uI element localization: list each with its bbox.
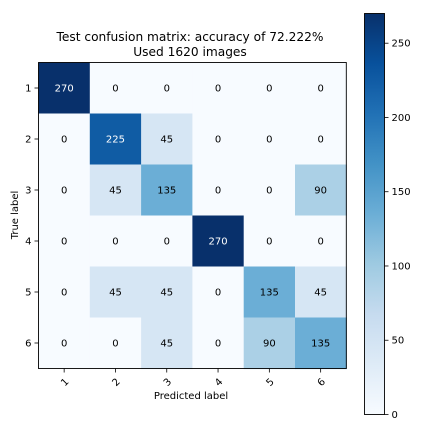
- chart-subtitle: Used 1620 images: [133, 45, 247, 59]
- heatmap-cell: [141, 215, 193, 268]
- cell-value-label: 0: [61, 237, 67, 248]
- cell-value-label: 0: [317, 84, 323, 95]
- heatmap-cell: [38, 266, 91, 319]
- heatmap-cell: [295, 62, 347, 115]
- y-tick-label: 6: [25, 339, 31, 350]
- y-tick-label: 4: [25, 237, 31, 248]
- heatmap-cell: [89, 113, 142, 166]
- cell-value-label: 45: [160, 339, 173, 350]
- heatmap-cells: [38, 62, 347, 370]
- heatmap-cell: [141, 317, 193, 370]
- cell-value-label: 135: [311, 339, 330, 350]
- plot-frame: [38, 62, 347, 369]
- heatmap-cell: [243, 317, 296, 370]
- colorbar-frame: [364, 13, 385, 415]
- heatmap-cell: [141, 113, 193, 166]
- y-tick-label: 5: [25, 288, 31, 299]
- cell-value-label: 0: [61, 288, 67, 299]
- cell-value-label: 225: [106, 135, 125, 146]
- heatmap-cell: [192, 62, 245, 115]
- heatmap-cell: [295, 164, 347, 217]
- cell-value-label: 135: [157, 186, 176, 197]
- cell-value-label: 0: [215, 186, 221, 197]
- y-tick-label: 3: [25, 186, 31, 197]
- heatmap-cell: [295, 113, 347, 166]
- heatmap-cell: [192, 164, 245, 217]
- cell-value-label: 0: [215, 339, 221, 350]
- heatmap-cell: [243, 113, 296, 166]
- heatmap-cell: [89, 62, 142, 115]
- cell-value-label: 0: [317, 135, 323, 146]
- cell-value-label: 0: [164, 237, 170, 248]
- cell-value-label: 90: [314, 186, 327, 197]
- heatmap-cell: [192, 215, 245, 268]
- heatmap-cell: [38, 113, 91, 166]
- cell-value-label: 45: [160, 135, 173, 146]
- heatmap-cell: [38, 62, 91, 115]
- y-tick-label: 2: [25, 135, 31, 146]
- cell-value-label: 0: [112, 237, 118, 248]
- heatmap-cell: [38, 164, 91, 217]
- y-axis-label: True label: [10, 191, 21, 241]
- cell-value-label: 0: [164, 84, 170, 95]
- cell-value-label: 0: [61, 135, 67, 146]
- colorbar-tick-label: 250: [392, 39, 411, 50]
- colorbar-fill: [364, 13, 385, 415]
- heatmap-cell: [243, 164, 296, 217]
- heatmap-cell: [141, 164, 193, 217]
- heatmap-cell: [295, 215, 347, 268]
- heatmap-cell-labels: 270 0 0 0 0 00 225 45 0 0 00 45 135 0 0 900 0 0 270 0 00 45 45…: [55, 84, 331, 350]
- heatmap-cell: [295, 266, 347, 319]
- cell-value-label: 0: [61, 186, 67, 197]
- heatmap-cell: [295, 317, 347, 370]
- colorbar-tick-label: 0: [392, 410, 398, 421]
- heatmap-cell: [243, 266, 296, 319]
- heatmap-cell: [89, 164, 142, 217]
- heatmap-cell: [192, 266, 245, 319]
- cell-value-label: 270: [209, 237, 228, 248]
- heatmap-cell: [89, 317, 142, 370]
- cell-value-label: 0: [112, 339, 118, 350]
- cell-value-label: 0: [266, 186, 272, 197]
- cell-value-label: 45: [109, 186, 122, 197]
- heatmap-cell: [243, 215, 296, 268]
- cell-value-label: 135: [260, 288, 279, 299]
- colorbar-tick-label: 50: [392, 336, 405, 347]
- heatmap-cell: [141, 62, 193, 115]
- heatmap-cell: [89, 266, 142, 319]
- heatmap-cell: [243, 62, 296, 115]
- colorbar-tick-label: 200: [392, 113, 411, 124]
- cell-value-label: 0: [266, 135, 272, 146]
- cell-value-label: 0: [215, 135, 221, 146]
- chart-title: Test confusion matrix: accuracy of 72.22…: [56, 30, 324, 44]
- cell-value-label: 270: [55, 84, 74, 95]
- colorbar-tick-label: 100: [392, 261, 411, 272]
- colorbar: 0 50 100 150 200 250: [364, 13, 411, 421]
- cell-value-label: 0: [266, 237, 272, 248]
- heatmap-cell: [38, 317, 91, 370]
- heatmap-cell: [38, 215, 91, 268]
- heatmap-cell: [192, 317, 245, 370]
- heatmap-cell: [192, 113, 245, 166]
- cell-value-label: 45: [109, 288, 122, 299]
- heatmap-cell: [141, 266, 193, 319]
- y-tick-label: 1: [25, 84, 31, 95]
- cell-value-label: 45: [160, 288, 173, 299]
- cell-value-label: 0: [266, 84, 272, 95]
- heatmap-cell: [89, 215, 142, 268]
- cell-value-label: 0: [215, 288, 221, 299]
- x-axis-label: Predicted label: [154, 391, 228, 402]
- colorbar-tick-label: 150: [392, 187, 411, 198]
- cell-value-label: 0: [61, 339, 67, 350]
- cell-value-label: 0: [317, 237, 323, 248]
- cell-value-label: 45: [314, 288, 327, 299]
- cell-value-label: 0: [215, 84, 221, 95]
- cell-value-label: 0: [112, 84, 118, 95]
- cell-value-label: 90: [263, 339, 276, 350]
